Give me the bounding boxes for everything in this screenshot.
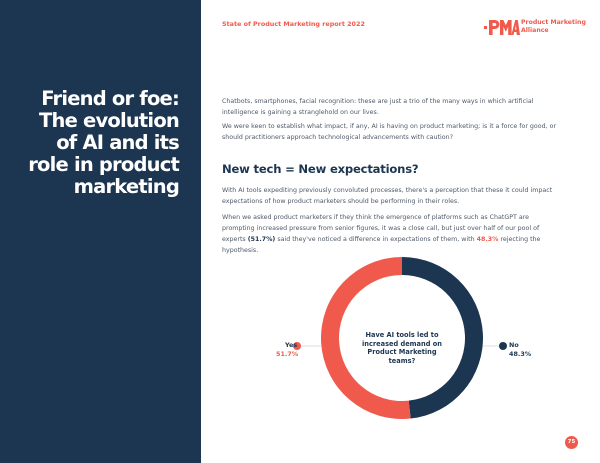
left-panel: Friend or foe: The evolution of AI and i…: [0, 0, 201, 463]
logo-text: Product Marketing Alliance: [521, 19, 586, 34]
no-legend-dot: [499, 342, 507, 350]
paragraph-text: When we asked product marketers if they …: [222, 214, 540, 243]
legend-yes-label: Yes: [284, 341, 298, 349]
pma-logo-icon: [484, 20, 520, 35]
donut-chart: [321, 257, 483, 419]
intro-paragraph: Chatbots, smartphones, facial recognitio…: [222, 98, 534, 116]
heading-line: Friend or foe:: [41, 87, 180, 110]
heading-line: The evolution: [39, 109, 180, 132]
chart-center-label: Have AI tools led to increased demand on…: [362, 331, 442, 365]
paragraph-text: rejecting the hypothesis.: [222, 236, 541, 254]
legend-yes: Yes 51.7%: [276, 341, 298, 358]
legend-no-label: No: [509, 341, 519, 349]
legend-yes-value: 51.7%: [276, 349, 299, 358]
donut-slice-no: [402, 257, 483, 419]
intro-paragraph-2: We were keen to establish what impact, i…: [222, 123, 557, 141]
section-paragraph: With AI tools expediting previously conv…: [222, 187, 553, 205]
heading-line: of AI and its: [56, 131, 180, 154]
heading-line: marketing: [73, 175, 180, 198]
heading-line: role in product: [28, 153, 180, 176]
legend-no: No 48.3%: [509, 341, 531, 358]
section-subheading: New tech = New expectations?: [222, 162, 419, 176]
highlight-no-percent: 48.3%: [476, 236, 499, 243]
page-heading: Friend or foe: The evolution of AI and i…: [9, 87, 180, 198]
report-title: State of Product Marketing report 2022: [222, 20, 365, 28]
donut-slice-yes: [321, 257, 411, 419]
section-paragraph-2: When we asked product marketers if they …: [222, 212, 557, 256]
page-number: 75: [565, 436, 578, 449]
legend-no-value: 48.3%: [509, 349, 532, 358]
paragraph-text: said they've noticed a difference in exp…: [275, 236, 477, 243]
highlight-yes-percent: (51.7%): [247, 236, 276, 243]
